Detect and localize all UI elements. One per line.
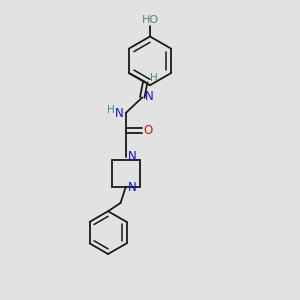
Text: HO: HO	[141, 15, 159, 25]
Text: O: O	[144, 124, 153, 137]
Text: N: N	[115, 107, 124, 120]
Text: N: N	[128, 181, 136, 194]
Text: H: H	[107, 105, 115, 115]
Text: N: N	[128, 150, 136, 163]
Text: N: N	[144, 90, 153, 103]
Text: H: H	[150, 74, 158, 83]
